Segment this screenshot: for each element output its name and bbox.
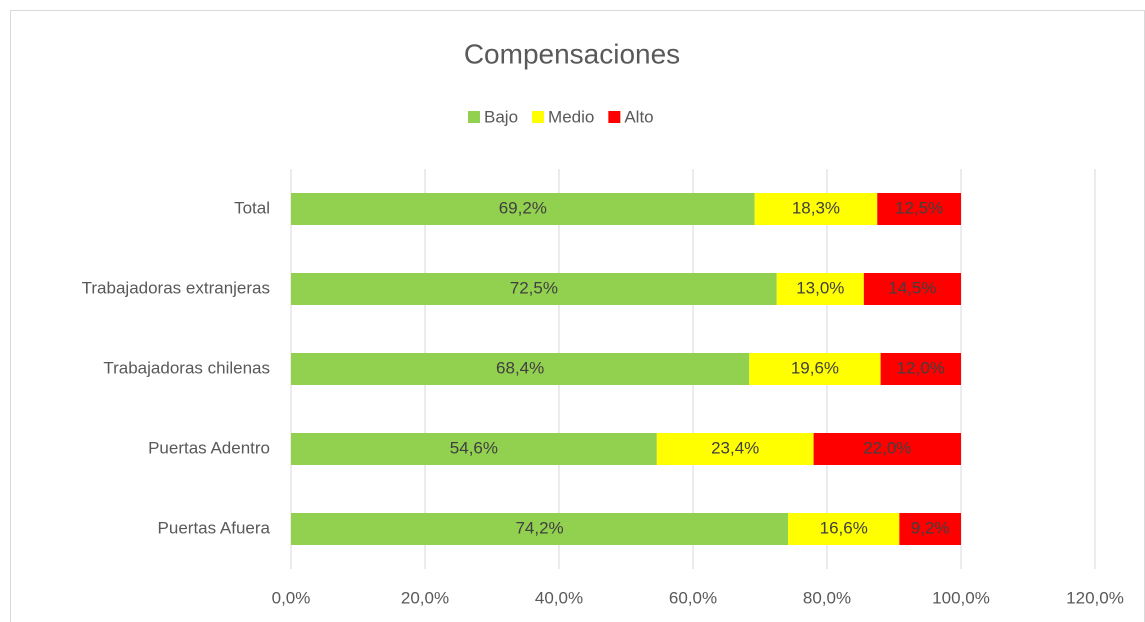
data-label: 12,5%: [895, 198, 943, 217]
x-tick-label: 60,0%: [669, 588, 717, 607]
bar-segment: [749, 353, 881, 385]
data-label: 74,2%: [515, 518, 563, 537]
data-label: 19,6%: [791, 358, 839, 377]
bar-segment: [776, 273, 864, 305]
data-label: 18,3%: [792, 198, 840, 217]
bar-segment: [877, 193, 961, 225]
legend-swatch: [532, 111, 545, 123]
data-label: 69,2%: [499, 198, 547, 217]
legend-label: Alto: [624, 107, 653, 126]
y-tick-label: Trabajadoras extranjeras: [82, 278, 270, 297]
legend-label: Medio: [548, 107, 594, 126]
bar-segment: [880, 353, 961, 385]
data-label: 13,0%: [796, 278, 844, 297]
bar-segment: [899, 513, 961, 545]
data-label: 54,6%: [450, 438, 498, 457]
data-label: 14,5%: [888, 278, 936, 297]
legend-swatch: [468, 111, 480, 123]
bar-segment: [788, 513, 900, 545]
x-tick-label: 120,0%: [1066, 588, 1124, 607]
x-tick-label: 40,0%: [535, 588, 583, 607]
data-label: 16,6%: [820, 518, 868, 537]
bar-segment: [656, 433, 814, 465]
bar-segment: [754, 193, 878, 225]
bar-segment: [291, 193, 755, 225]
x-tick-label: 20,0%: [401, 588, 449, 607]
bar-segment: [291, 513, 789, 545]
data-label: 9,2%: [911, 518, 950, 537]
y-tick-label: Puertas Afuera: [158, 518, 271, 537]
data-label: 72,5%: [510, 278, 558, 297]
bar-segment: [863, 273, 961, 305]
data-label: 22,0%: [863, 438, 911, 457]
legend-label: Bajo: [484, 107, 518, 126]
bar-segment: [291, 353, 750, 385]
chart-title: Compensaciones: [464, 38, 680, 69]
bar-segment: [813, 433, 961, 465]
data-label: 68,4%: [496, 358, 544, 377]
y-tick-label: Total: [234, 198, 270, 217]
x-tick-label: 80,0%: [803, 588, 851, 607]
legend-swatch: [608, 111, 621, 123]
x-tick-label: 0,0%: [272, 588, 311, 607]
y-tick-label: Puertas Adentro: [148, 438, 270, 457]
y-tick-label: Trabajadoras chilenas: [103, 358, 270, 377]
x-tick-label: 100,0%: [932, 588, 990, 607]
data-label: 23,4%: [711, 438, 759, 457]
bar-segment: [291, 433, 657, 465]
bar-segment: [291, 273, 777, 305]
data-label: 12,0%: [897, 358, 945, 377]
